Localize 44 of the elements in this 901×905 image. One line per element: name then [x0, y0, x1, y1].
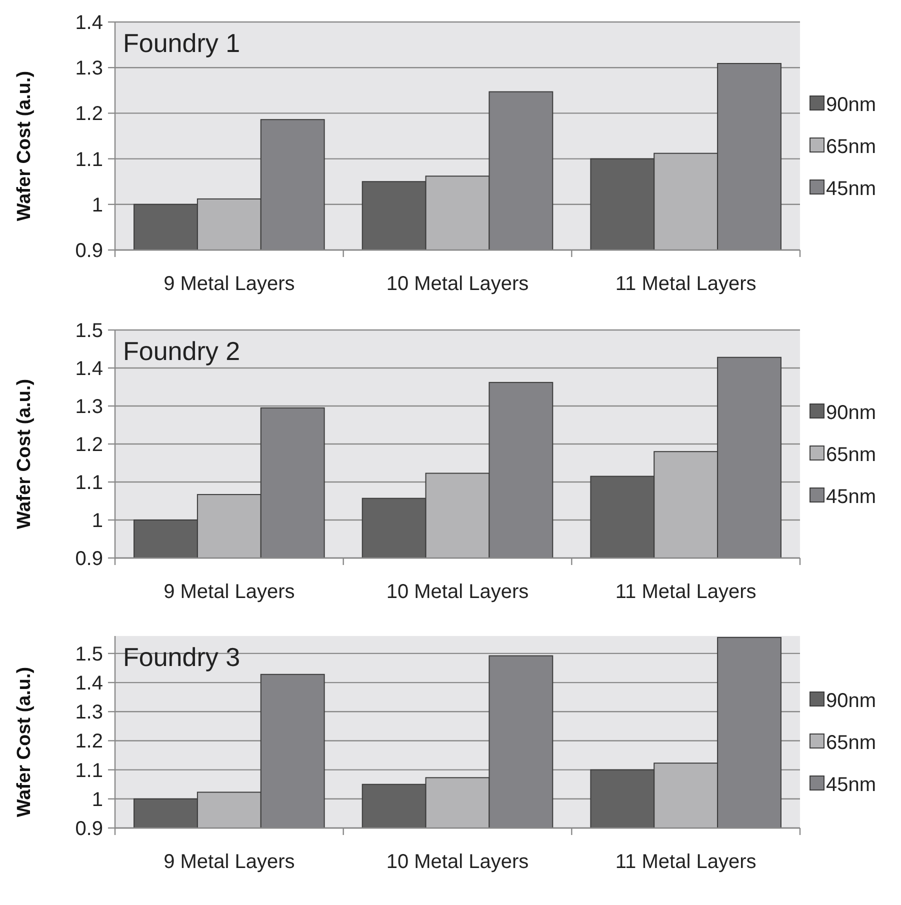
chart-title: Foundry 1 — [123, 28, 240, 58]
chart-title: Foundry 2 — [123, 336, 240, 366]
y-tick-label: 1.1 — [75, 760, 103, 782]
y-tick-label: 1.3 — [75, 396, 103, 418]
x-tick-label: 9 Metal Layers — [164, 273, 295, 295]
y-tick-label: 1 — [92, 510, 103, 532]
y-tick-label: 1.4 — [75, 12, 103, 34]
y-tick-label: 1.5 — [75, 643, 103, 666]
legend-label: 45nm — [826, 774, 876, 796]
legend-label: 65nm — [826, 732, 876, 754]
y-tick-label: 1.2 — [75, 434, 103, 456]
chart-title: Foundry 3 — [123, 642, 240, 672]
x-tick-label: 11 Metal Layers — [615, 581, 756, 603]
y-tick-label: 1.3 — [75, 702, 103, 724]
y-tick-label: 1 — [92, 194, 103, 216]
y-axis-title: Wafer Cost (a.u.) — [14, 70, 35, 222]
x-tick-label: 9 Metal Layers — [164, 581, 295, 603]
x-tick-label: 11 Metal Layers — [615, 273, 756, 295]
y-axis-title: Wafer Cost (a.u.) — [14, 666, 35, 818]
y-tick-label: 1.2 — [75, 730, 103, 753]
y-tick-label: 1.5 — [75, 320, 103, 342]
x-tick-label: 11 Metal Layers — [615, 851, 756, 873]
legend-label: 65nm — [826, 136, 876, 158]
legend-label: 65nm — [826, 444, 876, 466]
legend-label: 45nm — [826, 486, 876, 508]
x-tick-label: 9 Metal Layers — [164, 851, 295, 873]
legend-label: 45nm — [826, 178, 876, 200]
y-tick-label: 1.4 — [75, 672, 103, 695]
y-tick-label: 1.4 — [75, 358, 103, 380]
x-tick-label: 10 Metal Layers — [386, 581, 529, 603]
y-axis-title: Wafer Cost (a.u.) — [14, 378, 35, 530]
x-tick-label: 10 Metal Layers — [386, 273, 529, 295]
y-tick-label: 1.3 — [75, 58, 103, 80]
y-tick-label: 1.1 — [75, 472, 103, 494]
legend-label: 90nm — [826, 94, 876, 116]
y-tick-label: 0.9 — [75, 818, 103, 840]
y-tick-label: 0.9 — [75, 548, 103, 570]
y-tick-label: 0.9 — [75, 240, 103, 262]
x-tick-label: 10 Metal Layers — [386, 851, 529, 873]
y-tick-label: 1 — [92, 788, 103, 811]
y-tick-label: 1.1 — [75, 148, 103, 171]
legend-label: 90nm — [826, 402, 876, 424]
y-tick-label: 1.2 — [75, 103, 103, 126]
legend-label: 90nm — [826, 690, 876, 712]
